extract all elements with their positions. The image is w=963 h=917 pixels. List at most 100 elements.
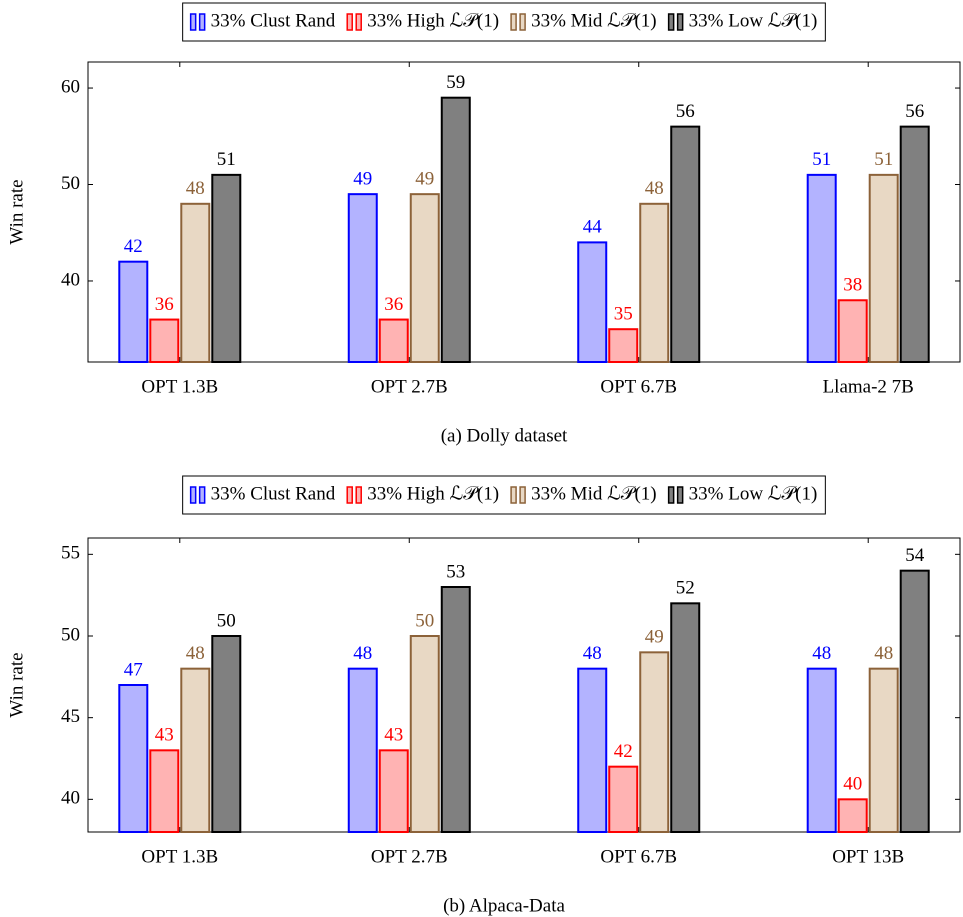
- bar: [577, 667, 608, 834]
- value-label: 40: [843, 774, 862, 795]
- value-label: 48: [583, 643, 602, 664]
- caption: (a) Dolly dataset: [441, 425, 568, 446]
- value-label: 49: [645, 627, 664, 648]
- bar: [409, 635, 440, 833]
- bar: [378, 749, 409, 833]
- bar: [149, 749, 180, 833]
- value-label: 43: [155, 725, 174, 746]
- legend-label: 33% Clust Rand: [211, 483, 336, 504]
- bar: [149, 318, 180, 364]
- x-tick-label: OPT 1.3B: [141, 846, 218, 867]
- x-tick-label: OPT 6.7B: [600, 846, 677, 867]
- value-label: 48: [186, 178, 205, 199]
- value-label: 48: [812, 643, 831, 664]
- legend-label: 33% Low ℒ𝒫(1): [689, 10, 818, 31]
- legend-swatch: [510, 13, 517, 31]
- legend-swatch: [198, 13, 206, 31]
- y-tick-label: 55: [61, 543, 80, 564]
- legend-swatch: [355, 486, 362, 504]
- legend-swatch: [676, 13, 684, 31]
- legend-swatch: [189, 13, 197, 31]
- value-label: 47: [124, 659, 143, 680]
- legend-swatch: [346, 486, 353, 504]
- value-label: 52: [676, 578, 695, 599]
- bar: [806, 173, 837, 363]
- y-tick-label: 50: [61, 624, 80, 645]
- bar: [899, 569, 930, 834]
- value-label: 50: [415, 610, 434, 631]
- y-tick-label: 45: [61, 706, 80, 727]
- legend-swatch: [198, 486, 206, 504]
- y-tick-label: 50: [61, 173, 80, 194]
- value-label: 54: [905, 545, 925, 566]
- bar: [608, 765, 639, 834]
- legend-label: 33% High ℒ𝒫(1): [367, 10, 499, 31]
- legend-box: [182, 475, 826, 515]
- x-tick-label: OPT 1.3B: [141, 376, 218, 397]
- value-label: 36: [155, 294, 174, 315]
- bar: [639, 202, 670, 363]
- legend-swatch: [676, 486, 684, 504]
- legend: 33% Clust Rand 33% High ℒ𝒫(1) 33% Mid ℒ𝒫(1…: [182, 2, 826, 42]
- bar: [868, 667, 899, 834]
- bar: [608, 328, 639, 364]
- bar: [440, 586, 471, 833]
- value-label: 56: [676, 101, 695, 122]
- bar: [211, 173, 242, 363]
- legend-swatch: [355, 13, 362, 31]
- legend-label: 33% High ℒ𝒫(1): [367, 483, 499, 504]
- bar: [899, 125, 930, 364]
- legend-swatch: [510, 486, 517, 504]
- value-label: 48: [645, 178, 664, 199]
- y-tick-label: 40: [61, 269, 80, 290]
- bar: [440, 96, 471, 363]
- value-label: 38: [843, 275, 862, 296]
- plot-frame: [87, 61, 961, 363]
- value-label: 42: [124, 236, 143, 257]
- legend-swatch: [667, 486, 675, 504]
- legend-label: 33% Mid ℒ𝒫(1): [531, 10, 657, 31]
- value-label: 44: [583, 217, 603, 238]
- value-label: 35: [614, 304, 633, 325]
- bar: [118, 260, 149, 364]
- bar: [211, 635, 242, 833]
- value-label: 51: [874, 149, 893, 170]
- bar: [180, 202, 211, 363]
- bar: [347, 193, 378, 363]
- value-label: 48: [874, 643, 893, 664]
- value-label: 36: [384, 294, 403, 315]
- value-label: 59: [446, 72, 465, 93]
- bar: [409, 193, 440, 363]
- bar: [868, 173, 899, 363]
- y-axis-label: Win rate: [6, 652, 27, 717]
- value-label: 53: [446, 561, 465, 582]
- value-label: 43: [384, 725, 403, 746]
- bar: [347, 667, 378, 834]
- bar: [378, 318, 409, 364]
- bar: [670, 602, 701, 833]
- x-tick-label: OPT 6.7B: [600, 376, 677, 397]
- y-axis-label: Win rate: [6, 179, 27, 244]
- bar: [837, 798, 868, 833]
- legend: 33% Clust Rand 33% High ℒ𝒫(1) 33% Mid ℒ𝒫(1…: [182, 475, 826, 515]
- bar: [806, 667, 837, 834]
- legend-label: 33% Low ℒ𝒫(1): [689, 483, 818, 504]
- bar: [639, 651, 670, 833]
- x-tick-label: OPT 2.7B: [371, 376, 448, 397]
- bar: [577, 241, 608, 363]
- value-label: 56: [905, 101, 924, 122]
- legend-swatch: [189, 486, 197, 504]
- legend-label: 33% Clust Rand: [211, 10, 336, 31]
- value-label: 49: [353, 169, 372, 190]
- plot-frame: [87, 537, 961, 833]
- bar: [670, 125, 701, 364]
- value-label: 51: [217, 149, 236, 170]
- legend-swatch: [519, 13, 526, 31]
- x-tick-label: OPT 2.7B: [371, 846, 448, 867]
- value-label: 51: [812, 149, 831, 170]
- bar: [180, 667, 211, 834]
- legend-swatch: [519, 486, 526, 504]
- bar: [118, 684, 149, 833]
- legend-swatch: [667, 13, 675, 31]
